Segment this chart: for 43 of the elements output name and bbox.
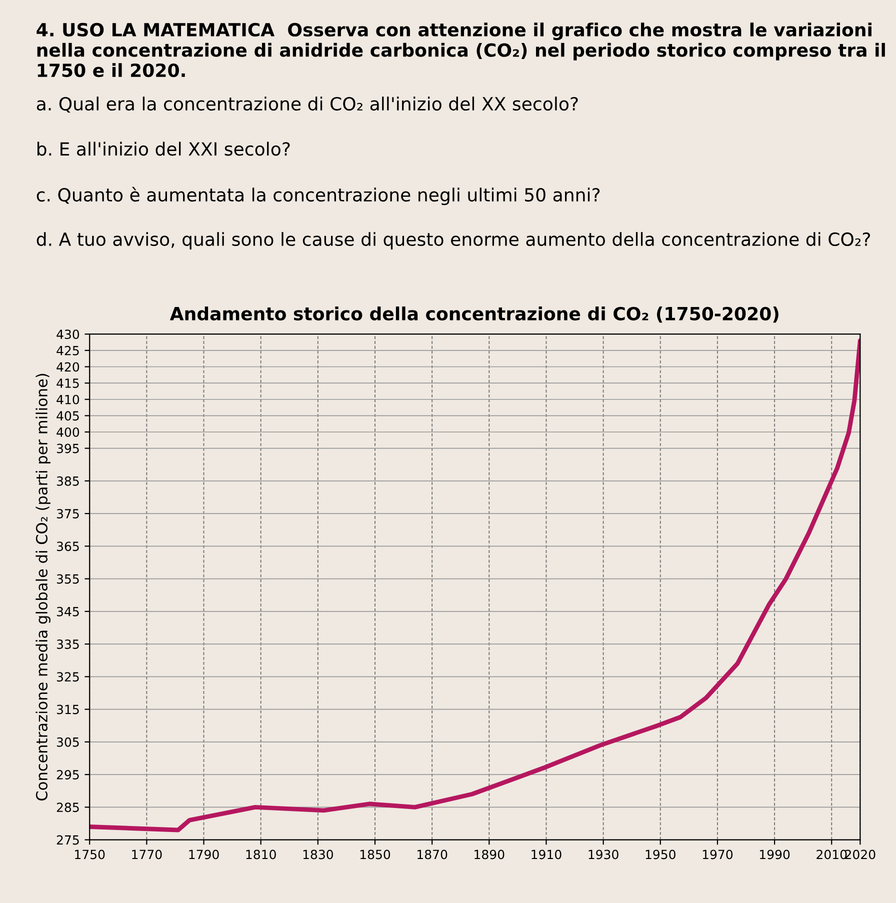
x-tick-label: 1790: [189, 850, 219, 860]
line-series: [90, 338, 860, 832]
text: d. A tuo avviso, quali sono le cause di questo enorme aumento della concentrazione di CO₂?: [36, 232, 870, 250]
x-tick-label: 1870: [418, 850, 448, 860]
x-tick-label: 1910: [532, 850, 562, 860]
y-tick-label: 375: [56, 509, 79, 518]
chart-title: Andamento storico della concentrazione di CO₂ (1750-2020): [170, 306, 778, 323]
x-tick-label: 1930: [588, 850, 618, 860]
y-tick-label: 365: [56, 542, 79, 552]
y-tick-label: 345: [56, 606, 79, 616]
y-tick-label: 335: [56, 640, 79, 649]
text: a. Qual era la concentrazione di CO₂ all'inizio del XX secolo?: [36, 96, 578, 113]
y-tick-label: 410: [56, 394, 80, 404]
y-tick-label: 285: [56, 802, 79, 812]
x-tick-label: 2020: [845, 850, 876, 860]
x-tick-label: 1750: [75, 850, 105, 860]
y-tick-label: 430: [56, 330, 80, 340]
y-tick-label: 395: [56, 444, 79, 454]
x-tick-label: 1890: [474, 850, 504, 860]
x-tick-label: 1970: [702, 850, 733, 860]
y-tick-label: 385: [56, 476, 79, 486]
y-tick-label: 325: [56, 672, 79, 682]
y-axis-title: Concentrazione media globale di CO₂ (parti per milione): [36, 374, 50, 800]
y-tick-label: 315: [56, 704, 79, 714]
y-tick-label: 425: [56, 346, 79, 356]
y-tick-label: 400: [56, 427, 80, 437]
x-tick-label: 1830: [303, 850, 333, 860]
text: 4. USO LA MATEMATICA Osserva con attenzione il grafico che mostra le variazioni nella concentrazione di anidride carbonica (CO₂) nel periodo storico compreso tra il 1750 e il 2020.: [36, 22, 885, 78]
x-tick-label: 1850: [360, 850, 390, 860]
y-tick-label: 295: [56, 770, 79, 780]
y-tick-label: 405: [56, 411, 79, 421]
x-tick-label: 1990: [760, 850, 790, 860]
y-tick-label: 275: [56, 835, 79, 845]
x-tick-label: 1810: [246, 850, 276, 860]
y-tick-label: 415: [56, 378, 79, 388]
text: c. Quanto è aumentata la concentrazione negli ultimi 50 anni?: [36, 186, 600, 206]
x-tick-label: 2010: [816, 850, 847, 860]
x-tick-label: 1950: [646, 850, 676, 860]
y-tick-label: 420: [56, 362, 80, 372]
y-tick-label: 305: [56, 737, 79, 747]
text: b. E all'inizio del XXI secolo?: [37, 142, 290, 156]
y-tick-label: 355: [56, 574, 79, 584]
x-tick-label: 1770: [132, 850, 162, 860]
